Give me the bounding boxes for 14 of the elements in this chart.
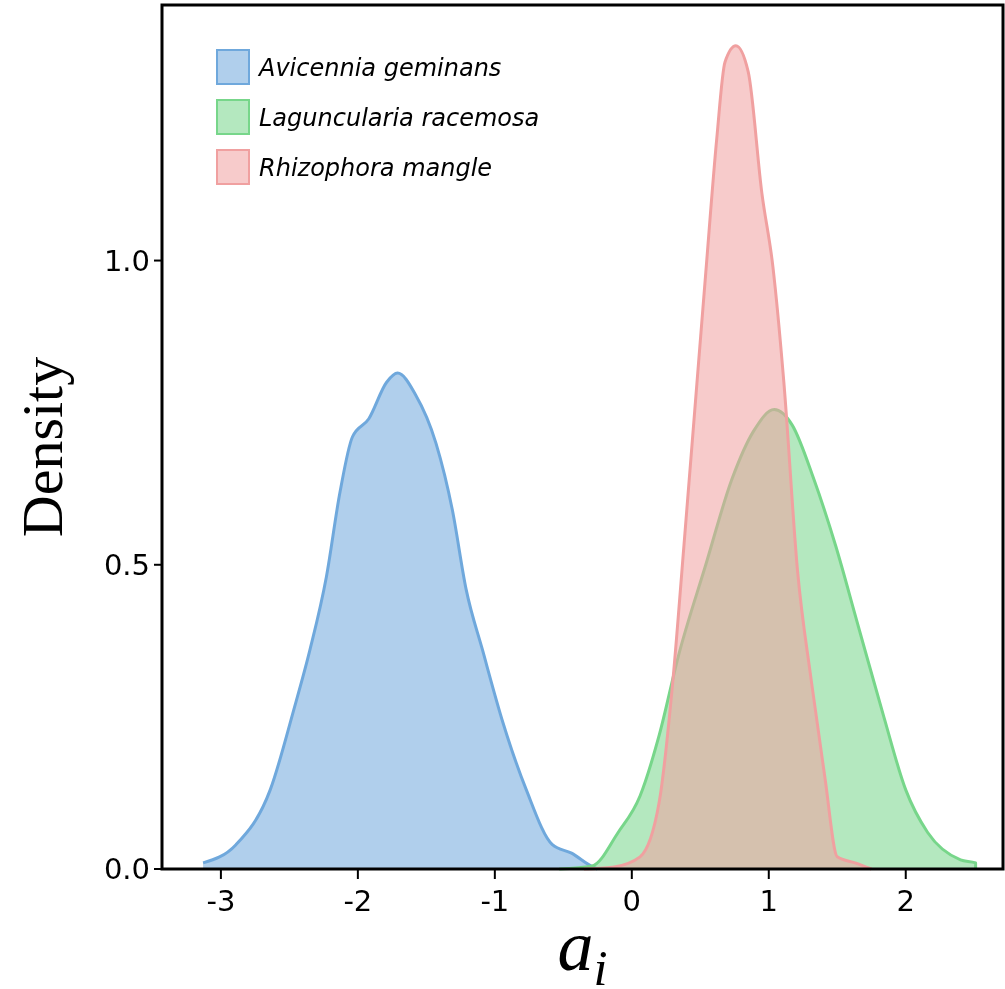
x-axis-title: a$_{i}$ [557,906,608,989]
legend-label: Avicennia geminans [257,54,502,82]
legend-label: Rhizophora mangle [259,154,493,182]
x-tick-label: 2 [896,884,915,918]
y-tick-label: 1.0 [103,243,150,278]
legend-label: Laguncularia racemosa [259,104,540,132]
y-axis-title: Density [10,356,75,538]
x-tick-label: 0 [622,884,642,918]
x-tick-label: -2 [343,884,373,918]
x-tick-label: 1 [759,884,779,918]
y-tick-label: 0.0 [103,852,150,886]
y-tick-label: 0.5 [103,547,150,582]
x-tick-label: -1 [480,884,510,918]
x-tick-label: -3 [206,884,236,918]
